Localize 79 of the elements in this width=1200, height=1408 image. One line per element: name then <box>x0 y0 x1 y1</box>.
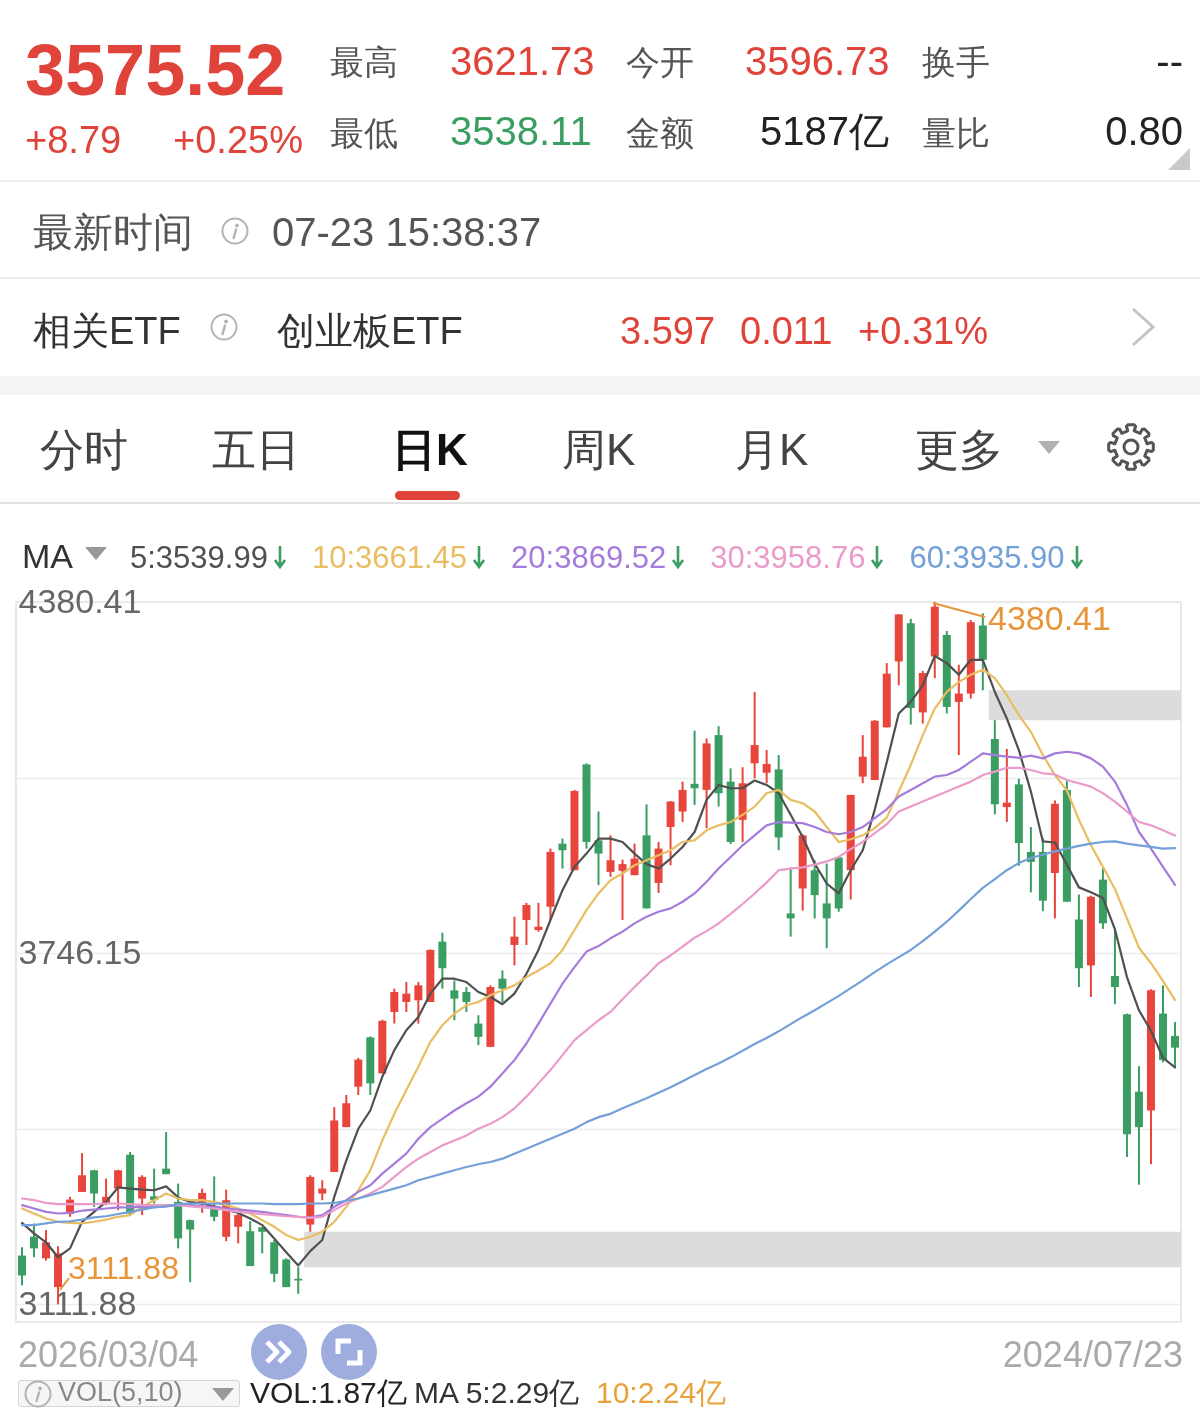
candlestick <box>18 1246 27 1287</box>
text: 分时 <box>40 424 128 474</box>
text: 3596.73 <box>745 39 890 83</box>
candlestick <box>822 862 831 950</box>
text: VOL(5,10) <box>58 1377 183 1408</box>
candlestick <box>558 837 567 870</box>
text: 月K <box>735 424 809 474</box>
line-series <box>20 840 1177 1227</box>
annotation: 4380.41 <box>988 599 1111 638</box>
candlestick <box>30 1222 39 1259</box>
y-tick-label: 4380.41 <box>18 581 142 620</box>
candlestick <box>414 981 423 1025</box>
candlestick <box>390 987 399 1025</box>
text: 创业板ETF <box>277 309 463 352</box>
candlestick <box>342 1093 351 1129</box>
text: 日K <box>392 424 468 474</box>
text: 20:3869.52 <box>511 539 667 575</box>
text: 0.80 <box>1105 109 1183 153</box>
text: +0.31% <box>858 309 988 352</box>
candlestick <box>462 986 471 1013</box>
candlestick <box>498 969 507 1003</box>
text: MA 5:2.29亿 <box>414 1375 580 1408</box>
candlestick <box>750 690 759 780</box>
legend-title: MA <box>22 537 73 576</box>
candlestick <box>522 901 531 946</box>
candlestick <box>678 780 687 824</box>
text: 10:3661.45 <box>311 539 468 575</box>
candlestick <box>318 1179 327 1202</box>
text: 金额 <box>626 114 694 153</box>
candlestick <box>78 1152 87 1193</box>
text: 3538.11 <box>450 109 592 153</box>
annotation: 3111.88 <box>68 1249 179 1286</box>
text: 3575.52 <box>25 29 286 110</box>
text: +0.25% <box>173 118 303 161</box>
text: 量比 <box>922 114 990 153</box>
text: VOL:1.87亿 <box>250 1375 407 1408</box>
candlestick <box>762 749 771 785</box>
candlestick <box>90 1168 99 1208</box>
text: 最低 <box>330 114 398 153</box>
text: 2026/03/04 <box>18 1334 199 1376</box>
candlestick <box>138 1174 147 1217</box>
text: 30:3958.76 <box>710 539 866 575</box>
candlestick <box>474 1014 483 1047</box>
text: 5:3539.99 <box>130 539 268 575</box>
text: 60:3935.90 <box>909 539 1065 575</box>
candlestick <box>858 734 867 785</box>
y-tick-label: 3111.88 <box>18 1283 137 1322</box>
candlestick <box>954 663 963 757</box>
text: 0.011 <box>740 309 833 352</box>
candlestick <box>402 981 411 1013</box>
candlestick <box>690 729 699 806</box>
text: 10:2.24亿 <box>596 1375 727 1408</box>
candlestick <box>594 810 603 887</box>
candlestick <box>186 1218 195 1284</box>
y-tick-label: 3746.15 <box>18 932 142 971</box>
text: 相关ETF <box>33 309 181 352</box>
candlestick <box>162 1131 171 1176</box>
candlestick <box>618 858 627 922</box>
text: 周K <box>562 424 636 474</box>
text: 五日 <box>212 424 300 474</box>
text: 最高 <box>330 43 398 82</box>
text: 2024/07/23 <box>1002 1334 1183 1376</box>
text: +8.79 <box>25 118 122 161</box>
text: 07-23 15:38:37 <box>272 210 542 254</box>
text: 换手 <box>922 43 990 82</box>
candlestick <box>114 1168 123 1212</box>
text: 5187亿 <box>760 109 889 153</box>
candlestick <box>234 1211 243 1245</box>
candlestick <box>450 979 459 1022</box>
text: 今开 <box>626 43 694 82</box>
text: -- <box>1156 39 1183 83</box>
candlestick <box>1002 747 1011 824</box>
text: 3621.73 <box>450 39 595 83</box>
text: 更多 <box>915 424 1003 474</box>
candlestick <box>510 915 519 967</box>
candlestick <box>258 1225 267 1255</box>
text: 3.597 <box>620 309 716 352</box>
candlestick <box>606 834 615 878</box>
text: 最新时间 <box>33 210 193 254</box>
